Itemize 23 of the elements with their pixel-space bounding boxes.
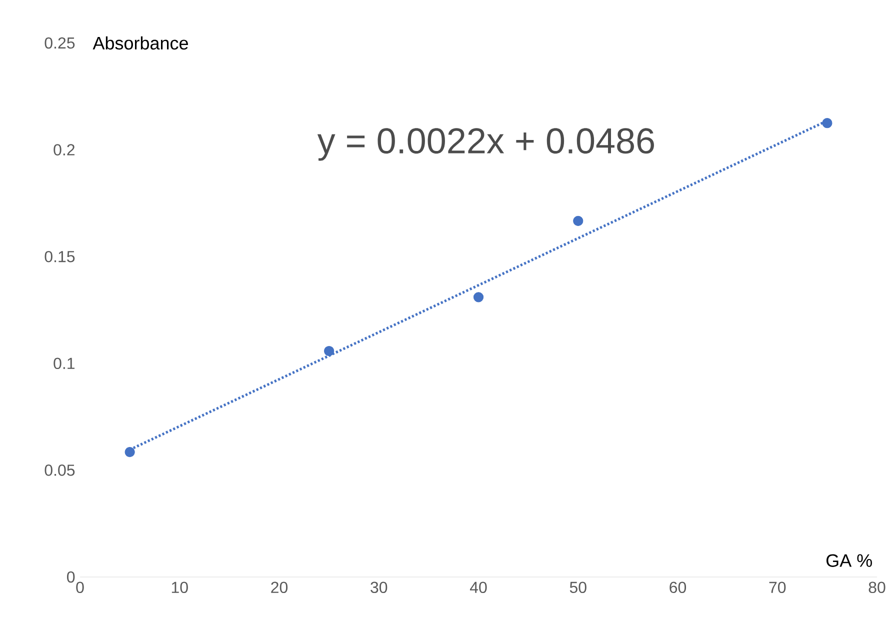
point [324, 346, 334, 356]
x-tick-label: 80 [868, 582, 886, 594]
y-tick-label: 0.05 [44, 464, 75, 476]
y-tick-label: 0.2 [54, 144, 74, 156]
y-tick-label: 0.15 [44, 250, 75, 262]
y-tick-label: 0.1 [54, 358, 75, 370]
point [124, 446, 135, 458]
y-tick-label: 0.25 [44, 37, 75, 49]
x-tick-label: 50 [570, 582, 586, 594]
x-tick-label: 70 [769, 582, 786, 594]
point [573, 216, 584, 226]
annotation: y = 0.0022x + 0.0486 [317, 128, 654, 161]
y-tick-label: 0 [67, 571, 75, 583]
x-tick-label: 10 [172, 582, 188, 594]
x-tick-label: 0 [76, 582, 84, 594]
point [822, 118, 832, 128]
x-tick-label: 60 [670, 582, 686, 594]
y-axis-title: Absorbance [92, 36, 188, 50]
point [473, 292, 484, 302]
x-tick-label: 30 [370, 582, 388, 594]
x-tick-label: 20 [271, 582, 288, 594]
x-tick-label: 40 [470, 582, 487, 594]
x-axis-title: GA % [826, 554, 872, 567]
